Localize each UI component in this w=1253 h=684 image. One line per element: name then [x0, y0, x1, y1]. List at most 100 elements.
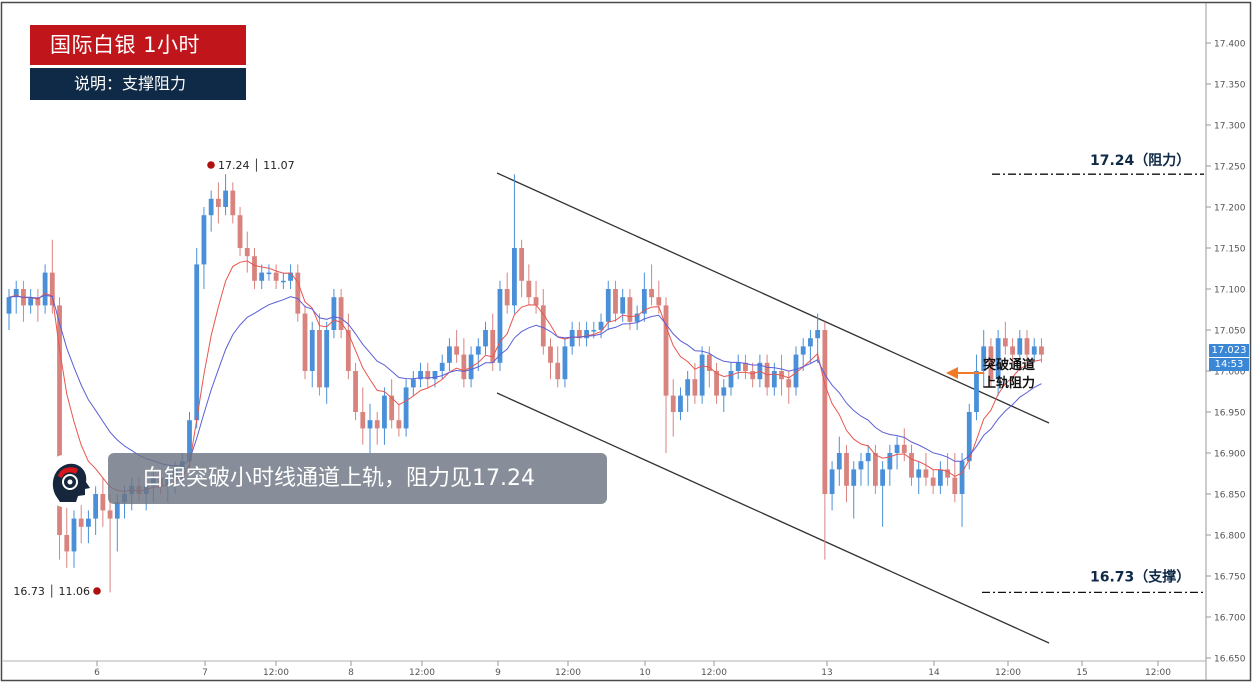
candle-body	[540, 305, 546, 347]
time-tick-label: 12:00	[409, 668, 435, 678]
candle-body	[215, 198, 221, 207]
candle-body	[887, 453, 893, 470]
candle-body	[35, 297, 41, 306]
candle-body	[454, 346, 460, 355]
candle-body	[562, 346, 568, 380]
candle-body	[627, 297, 633, 322]
time-tick-label: 7	[202, 668, 208, 678]
breakout-arrow-head	[946, 367, 958, 379]
price-tick-label: 17.100	[1214, 286, 1246, 296]
high-marker-label: 17.24 │ 11.07	[218, 158, 295, 172]
candle-body	[692, 379, 698, 396]
chart-subtitle: 说明：支撑阻力	[30, 68, 246, 100]
channel-lower-line	[496, 392, 1050, 644]
candle-body	[844, 453, 849, 486]
candle-body	[13, 289, 19, 298]
time-tick-label: 9	[495, 668, 501, 678]
support-resistance-levels: 17.24（阻力） 16.73（支撑）	[982, 152, 1206, 594]
price-tick-label: 17.000	[1214, 368, 1246, 378]
time-tick-label: 14	[928, 668, 940, 678]
candle-body	[800, 346, 806, 355]
candle-body	[512, 248, 517, 306]
candle-body	[107, 510, 113, 519]
candle-body	[317, 330, 322, 388]
candle-body	[194, 264, 200, 421]
candle-body	[483, 330, 488, 347]
low-marker-label: 16.73 │ 11.06	[13, 584, 90, 598]
candle-body	[353, 371, 358, 412]
candle-body	[613, 289, 618, 314]
candle-body	[295, 272, 301, 314]
price-axis-ticks: 16.650 16.700 16.750 16.800 16.850 16.900 16.9…	[1206, 40, 1246, 665]
candle-body	[605, 289, 611, 322]
candle-body	[591, 330, 597, 332]
candle-body	[86, 518, 91, 527]
resistance-label: 17.24（阻力）	[1090, 152, 1190, 169]
candle-body	[1039, 346, 1044, 355]
price-tick-label: 16.900	[1214, 450, 1246, 460]
candle-body	[490, 330, 496, 363]
support-label: 16.73（支撑）	[1090, 568, 1190, 585]
price-tick-label: 16.800	[1214, 532, 1246, 542]
candle-body	[396, 420, 402, 429]
candle-body	[916, 469, 922, 478]
time-axis-ticks: 6 7 12:00 8 12:00 9 12:00 10 12:00 13 14 12:00 15 12:…	[94, 661, 1171, 678]
candle-body	[1024, 338, 1030, 355]
candle-body	[432, 371, 438, 380]
candle-body	[389, 395, 395, 421]
candle-body	[634, 313, 640, 322]
low-marker-dot	[93, 587, 101, 595]
candle-body	[815, 330, 821, 339]
candle-body	[266, 272, 272, 275]
candle-body	[909, 453, 914, 478]
candle-body	[100, 494, 106, 511]
candle-body	[721, 387, 727, 396]
candle-body	[533, 297, 539, 306]
candle-body	[244, 248, 250, 257]
time-tick-label: 12:00	[555, 668, 581, 678]
candle-body	[28, 297, 34, 306]
candle-body	[252, 256, 257, 281]
candle-body	[1002, 338, 1008, 347]
candle-body	[114, 502, 120, 519]
time-tick-label: 10	[639, 668, 651, 678]
price-tick-label: 17.150	[1214, 245, 1246, 255]
candle-body	[42, 272, 48, 306]
time-tick-label: 12:00	[701, 668, 727, 678]
candles	[6, 174, 1044, 593]
candle-body	[418, 371, 423, 380]
candle-body	[865, 453, 871, 462]
chart-title: 国际白银 1小时	[30, 25, 246, 65]
candle-body	[374, 420, 380, 429]
price-tick-label: 17.300	[1214, 122, 1246, 132]
candle-body	[439, 362, 445, 371]
candle-body	[576, 330, 582, 339]
candle-body	[937, 469, 943, 486]
candle-body	[858, 461, 864, 470]
candle-body	[338, 297, 344, 330]
time-tick-label: 6	[94, 668, 100, 678]
candle-body	[685, 379, 691, 396]
candle-body	[71, 518, 77, 552]
candle-body	[187, 420, 192, 462]
candle-body	[750, 371, 756, 380]
time-tick-label: 13	[821, 668, 832, 678]
candle-body	[309, 330, 315, 371]
candle-body	[288, 272, 293, 281]
candle-body	[894, 444, 900, 453]
brand-head-icon	[42, 454, 96, 508]
candle-body	[743, 362, 748, 371]
candle-body	[598, 321, 604, 330]
candle-body	[201, 215, 207, 265]
price-tick-label: 16.650	[1214, 655, 1246, 665]
breakout-note-line1: 突破通道	[983, 357, 1035, 373]
candle-body	[367, 420, 373, 429]
channel-upper-line	[496, 172, 1050, 424]
candle-body	[735, 362, 741, 371]
candle-body	[504, 289, 510, 306]
candle-body	[663, 305, 669, 396]
candle-body	[403, 387, 409, 429]
candle-body	[526, 280, 532, 298]
